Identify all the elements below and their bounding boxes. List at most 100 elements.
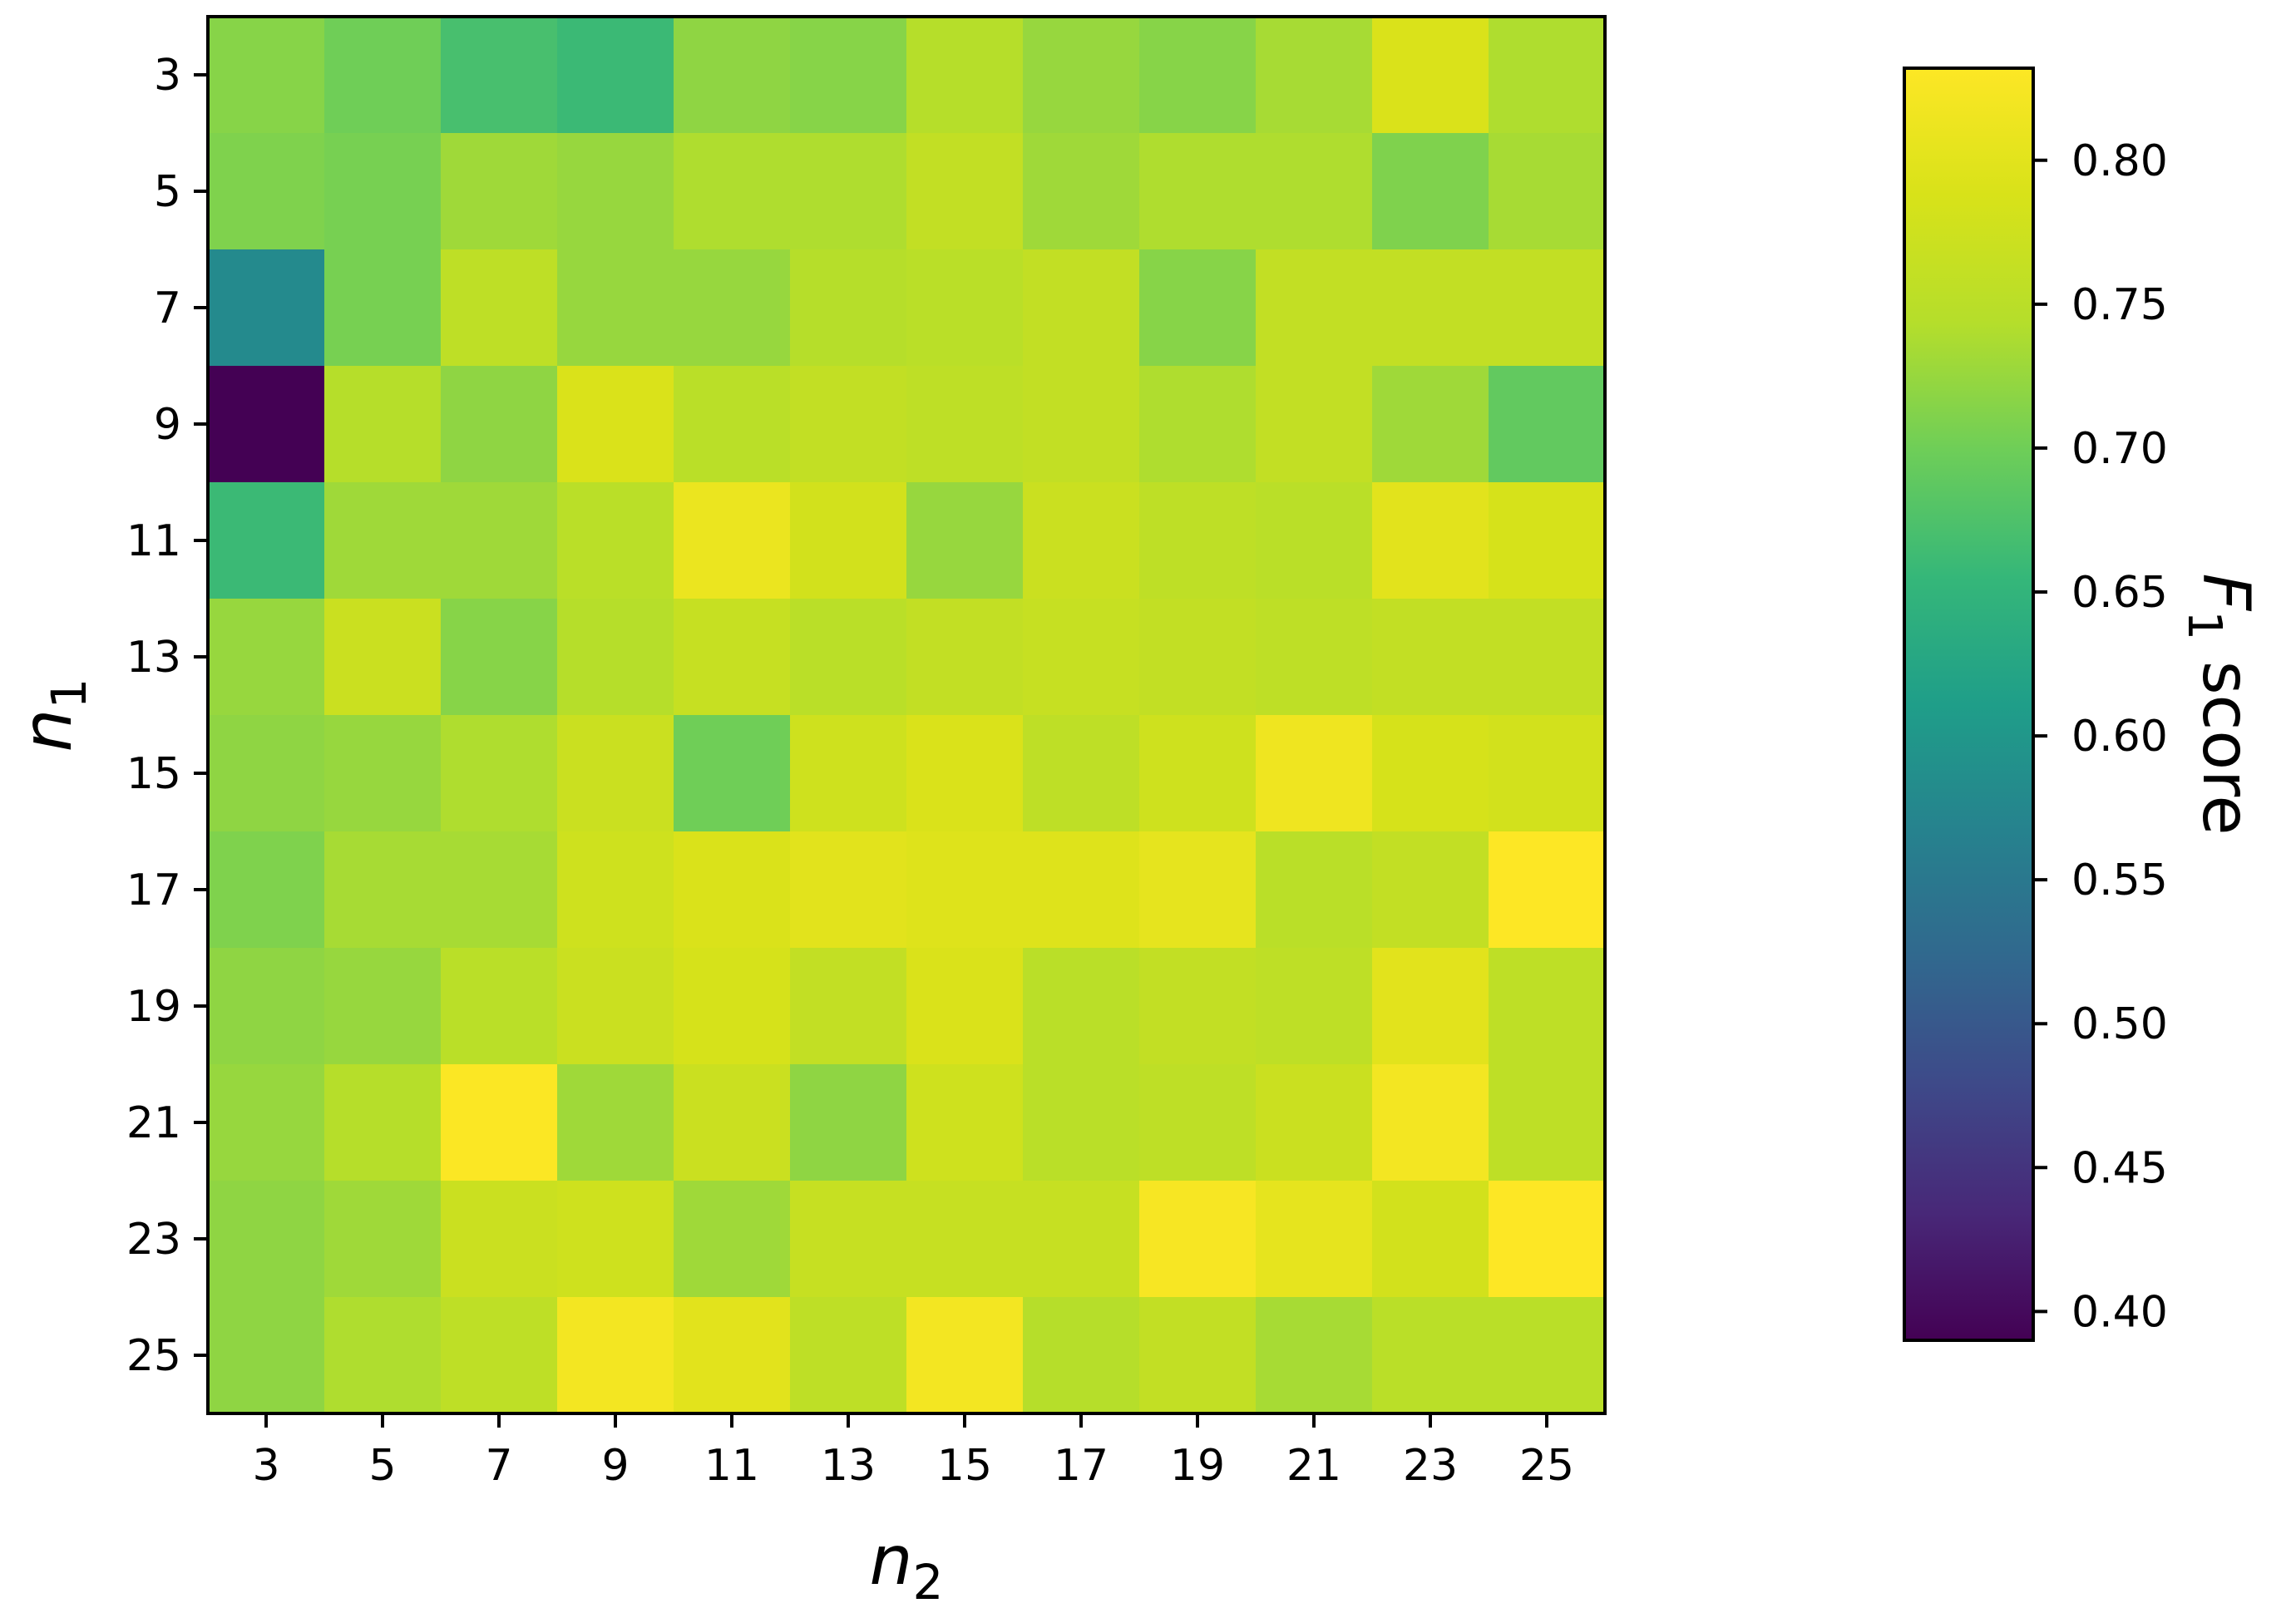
y-tick-label: 21: [126, 1098, 181, 1148]
heatmap-cell: [441, 1181, 558, 1298]
heatmap-cell: [208, 366, 325, 483]
heatmap-cell: [790, 482, 907, 599]
heatmap-cell: [906, 17, 1024, 134]
colorbar-tick-label: 0.70: [2071, 424, 2168, 474]
heatmap-cell: [906, 831, 1024, 949]
heatmap-cell: [1256, 1064, 1373, 1181]
y-axis-label: n1: [8, 678, 97, 752]
heatmap-cell: [1372, 366, 1489, 483]
heatmap-cell: [1489, 482, 1606, 599]
heatmap-cell: [557, 715, 674, 832]
heatmap-cell: [1372, 831, 1489, 949]
y-tick-label: 15: [126, 749, 181, 799]
heatmap-cell: [1139, 366, 1257, 483]
heatmap-cell: [1139, 17, 1257, 134]
x-tick-label: 19: [1170, 1441, 1225, 1491]
heatmap-cell: [790, 1181, 907, 1298]
heatmap-cell: [557, 831, 674, 949]
heatmap-cell: [1023, 1181, 1140, 1298]
heatmap-cell: [324, 1297, 442, 1414]
x-tick-label: 17: [1054, 1441, 1108, 1491]
heatmap-cell: [1256, 715, 1373, 832]
heatmap-cell: [324, 482, 442, 599]
heatmap-cell: [441, 133, 558, 250]
x-axis-label: n2: [870, 1522, 944, 1608]
heatmap-cell: [208, 599, 325, 716]
heatmap-cell: [1372, 482, 1489, 599]
heatmap-cell: [1139, 948, 1257, 1065]
heatmap-cell: [208, 1064, 325, 1181]
heatmap-cell: [324, 133, 442, 250]
x-tick-label: 23: [1403, 1441, 1458, 1491]
heatmap-cell: [906, 1297, 1024, 1414]
heatmap-cell: [1256, 948, 1373, 1065]
y-tick-label: 17: [126, 866, 181, 915]
heatmap-cell: [1489, 17, 1606, 134]
colorbar-label: F1 score: [2177, 574, 2263, 836]
heatmap-cell: [208, 831, 325, 949]
heatmap-cell: [674, 1297, 791, 1414]
heatmap-cell: [1023, 831, 1140, 949]
heatmap-cell: [324, 17, 442, 134]
heatmap-cell: [674, 948, 791, 1065]
heatmap-cell: [557, 1181, 674, 1298]
heatmap-cell: [557, 133, 674, 250]
heatmap-cell: [674, 366, 791, 483]
heatmap-cell: [674, 599, 791, 716]
heatmap-cell: [1139, 1064, 1257, 1181]
colorbar-tick-label: 0.55: [2071, 856, 2168, 905]
heatmap-cell: [790, 1064, 907, 1181]
heatmap-cell: [906, 599, 1024, 716]
heatmap-cells: [208, 17, 1606, 1414]
plot-frame: [206, 15, 1607, 1415]
heatmap-cell: [790, 715, 907, 832]
heatmap-cell: [441, 366, 558, 483]
heatmap-cell: [441, 715, 558, 832]
heatmap-cell: [1489, 948, 1606, 1065]
colorbar: [1903, 67, 2035, 1342]
heatmap-cell: [208, 482, 325, 599]
heatmap-cell: [1023, 948, 1140, 1065]
heatmap-cell: [906, 1181, 1024, 1298]
heatmap-cell: [790, 831, 907, 949]
heatmap-cell: [324, 948, 442, 1065]
x-tick-label: 25: [1519, 1441, 1574, 1491]
heatmap-cell: [1256, 1181, 1373, 1298]
heatmap-cell: [674, 17, 791, 134]
heatmap-cell: [1023, 715, 1140, 832]
heatmap-cell: [1256, 599, 1373, 716]
heatmap-cell: [208, 249, 325, 367]
heatmap-cell: [1372, 599, 1489, 716]
heatmap-cell: [1023, 133, 1140, 250]
heatmap-cell: [1023, 17, 1140, 134]
heatmap-cell: [1139, 715, 1257, 832]
heatmap-cell: [324, 831, 442, 949]
heatmap-cell: [557, 17, 674, 134]
y-tick-label: 23: [126, 1215, 181, 1265]
heatmap-cell: [324, 249, 442, 367]
y-tick-label: 13: [126, 633, 181, 683]
colorbar-tick-label: 0.50: [2071, 999, 2168, 1049]
heatmap-cell: [1139, 1297, 1257, 1414]
x-tick-label: 5: [368, 1441, 396, 1491]
x-tick-label: 7: [485, 1441, 512, 1491]
heatmap-cell: [1023, 482, 1140, 599]
heatmap-cell: [1139, 831, 1257, 949]
x-tick-label: 11: [704, 1441, 759, 1491]
heatmap-cell: [1023, 1064, 1140, 1181]
colorbar-tick-label: 0.45: [2071, 1143, 2168, 1193]
heatmap-cell: [1139, 249, 1257, 367]
heatmap-cell: [1372, 17, 1489, 134]
x-tick-label: 13: [821, 1441, 876, 1491]
x-tick-label: 15: [937, 1441, 992, 1491]
heatmap-cell: [557, 1064, 674, 1181]
heatmap-cell: [208, 1297, 325, 1414]
heatmap-cell: [790, 599, 907, 716]
heatmap-cell: [906, 249, 1024, 367]
heatmap-cell: [790, 948, 907, 1065]
y-tick-label: 5: [154, 167, 181, 217]
heatmap-cell: [441, 1064, 558, 1181]
colorbar-tick-label: 0.75: [2071, 280, 2168, 330]
heatmap-cell: [1256, 831, 1373, 949]
